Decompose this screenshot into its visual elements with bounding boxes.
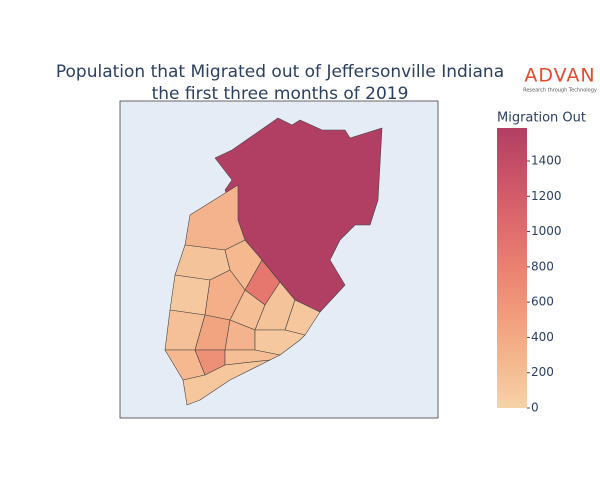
colorbar-tick-label: 200 — [531, 365, 554, 379]
title-line: Population that Migrated out of Jefferso… — [56, 62, 504, 82]
colorbar-tick-label: 1200 — [531, 189, 562, 203]
region — [169, 274, 211, 316]
colorbar-tick-label: 0 — [531, 401, 539, 415]
title-line: the first three months of 2019 — [152, 84, 409, 104]
logo-tagline: Research through Technology — [523, 88, 597, 94]
colorbar-tick-label: 400 — [531, 330, 554, 344]
colorbar-tick-label: 600 — [531, 295, 554, 309]
colorbar-title: Migration Out — [497, 111, 586, 126]
colorbar-tick-label: 800 — [531, 259, 554, 273]
colorbar — [497, 128, 527, 408]
region — [182, 359, 271, 406]
colorbar-tick-label: 1000 — [531, 224, 562, 238]
region — [224, 349, 281, 366]
logo: ADVAN — [524, 65, 595, 87]
colorbar-tick-label: 1400 — [531, 153, 562, 167]
